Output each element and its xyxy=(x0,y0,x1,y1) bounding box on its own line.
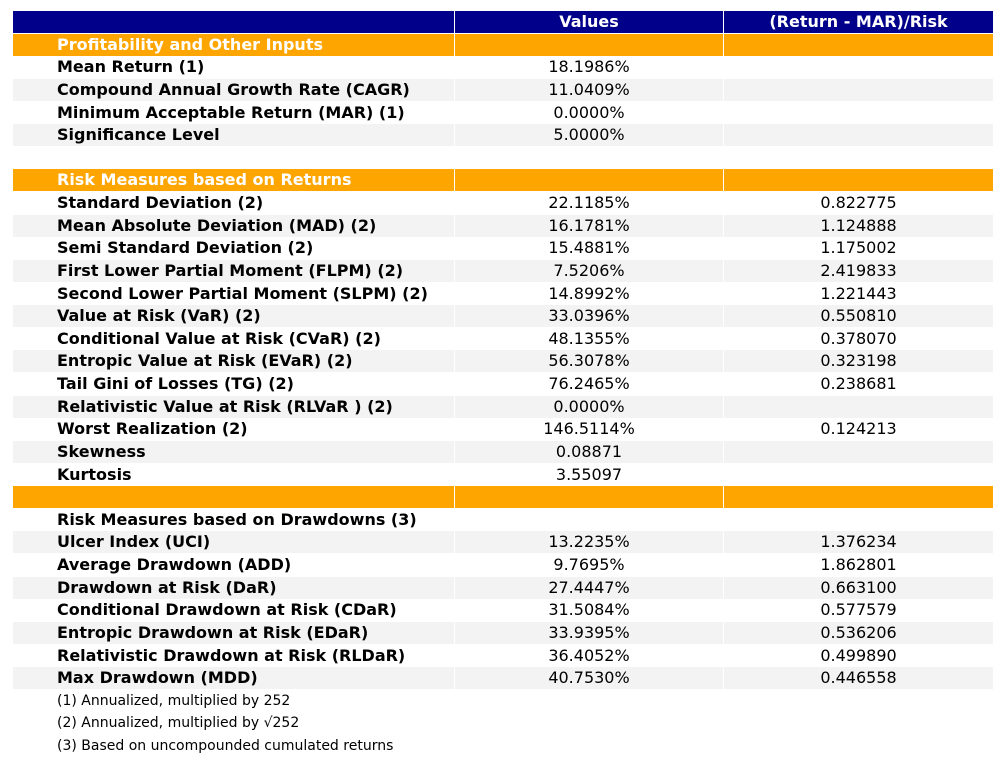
value-cell: 3.55097 xyxy=(455,463,724,487)
value-cell: 0.0000% xyxy=(455,101,724,125)
ratio-cell: 0.124213 xyxy=(724,418,994,442)
row-label xyxy=(13,146,455,170)
row-label: Compound Annual Growth Rate (CAGR) xyxy=(13,78,455,102)
value-cell: 27.4447% xyxy=(455,576,724,600)
ratio-cell xyxy=(724,146,994,170)
header-cell xyxy=(13,11,455,34)
ratio-cell xyxy=(724,56,994,80)
ratio-cell: 0.446558 xyxy=(724,667,994,691)
value-cell: 36.4052% xyxy=(455,644,724,668)
ratio-cell: 0.238681 xyxy=(724,373,994,397)
section-label: Risk Measures based on Returns xyxy=(13,169,455,193)
ratio-cell: 0.378070 xyxy=(724,327,994,351)
ratio-cell: 0.536206 xyxy=(724,622,994,645)
value-cell: 33.9395% xyxy=(455,622,724,645)
ratio-cell: 1.376234 xyxy=(724,531,994,555)
row-label: Mean Absolute Deviation (MAD) (2) xyxy=(13,214,455,238)
value-cell: 13.2235% xyxy=(455,531,724,555)
row-label: Value at Risk (VaR) (2) xyxy=(13,305,455,329)
ratio-cell: 0.323198 xyxy=(724,350,994,374)
ratio-cell: 0.663100 xyxy=(724,576,994,600)
value-cell: 18.1986% xyxy=(455,56,724,80)
ratio-cell: 0.550810 xyxy=(724,305,994,329)
ratio-cell: 1.175002 xyxy=(724,237,994,261)
ratio-cell xyxy=(724,440,994,464)
row-label: Max Drawdown (MDD) xyxy=(13,667,455,691)
ratio-cell xyxy=(724,395,994,419)
row-label: Average Drawdown (ADD) xyxy=(13,554,455,578)
footnote: (3) Based on uncompounded cumulated retu… xyxy=(57,737,394,754)
ratio-cell xyxy=(724,33,994,57)
value-cell: 76.2465% xyxy=(455,373,724,397)
row-label: Entropic Value at Risk (EVaR) (2) xyxy=(13,350,455,374)
ratio-cell xyxy=(724,101,994,125)
row-label: Risk Measures based on Drawdowns (3) xyxy=(13,508,455,532)
value-cell: 9.7695% xyxy=(455,554,724,578)
ratio-cell: 1.221443 xyxy=(724,282,994,306)
row-label: Mean Return (1) xyxy=(13,56,455,80)
value-cell: 146.5114% xyxy=(455,418,724,442)
row-label: Minimum Acceptable Return (MAR) (1) xyxy=(13,101,455,125)
value-cell: 48.1355% xyxy=(455,327,724,351)
row-label: Relativistic Value at Risk (RLVaR ) (2) xyxy=(13,395,455,419)
ratio-cell xyxy=(724,463,994,487)
value-cell xyxy=(455,146,724,170)
footnote: (1) Annualized, multiplied by 252 xyxy=(57,693,291,709)
footnote: (2) Annualized, multiplied by √252 xyxy=(57,715,300,732)
row-label: Conditional Drawdown at Risk (CDaR) xyxy=(13,599,455,623)
value-cell xyxy=(455,486,724,510)
value-cell xyxy=(455,508,724,532)
ratio-cell: 1.124888 xyxy=(724,214,994,238)
value-cell: 0.0000% xyxy=(455,395,724,419)
value-cell: 33.0396% xyxy=(455,305,724,329)
value-cell: 5.0000% xyxy=(455,124,724,148)
section-label: Profitability and Other Inputs xyxy=(13,33,455,57)
row-label: Semi Standard Deviation (2) xyxy=(13,237,455,261)
ratio-cell xyxy=(724,78,994,102)
value-cell: 56.3078% xyxy=(455,350,724,374)
row-label: Tail Gini of Losses (TG) (2) xyxy=(13,373,455,397)
row-label: Drawdown at Risk (DaR) xyxy=(13,576,455,600)
row-label: Worst Realization (2) xyxy=(13,418,455,442)
value-cell: 16.1781% xyxy=(455,214,724,238)
row-label: Skewness xyxy=(13,440,455,464)
section-label xyxy=(13,486,455,510)
row-label: First Lower Partial Moment (FLPM) (2) xyxy=(13,259,455,283)
ratio-cell xyxy=(724,169,994,193)
value-cell: 7.5206% xyxy=(455,259,724,283)
row-label: Entropic Drawdown at Risk (EDaR) xyxy=(13,622,455,645)
ratio-cell: 1.862801 xyxy=(724,554,994,578)
row-label: Standard Deviation (2) xyxy=(13,192,455,216)
value-cell: 0.08871 xyxy=(455,440,724,464)
ratio-cell: 0.577579 xyxy=(724,599,994,623)
value-cell: 22.1185% xyxy=(455,192,724,216)
value-cell: 11.0409% xyxy=(455,78,724,102)
header-cell: (Return - MAR)/Risk xyxy=(724,11,994,34)
row-label: Second Lower Partial Moment (SLPM) (2) xyxy=(13,282,455,306)
ratio-cell xyxy=(724,486,994,510)
ratio-cell: 0.499890 xyxy=(724,644,994,668)
header-cell: Values xyxy=(455,11,724,34)
ratio-cell xyxy=(724,508,994,532)
value-cell: 14.8992% xyxy=(455,282,724,306)
value-cell: 15.4881% xyxy=(455,237,724,261)
ratio-cell: 2.419833 xyxy=(724,259,994,283)
value-cell xyxy=(455,33,724,57)
row-label: Kurtosis xyxy=(13,463,455,487)
value-cell: 31.5084% xyxy=(455,599,724,623)
ratio-cell xyxy=(724,124,994,148)
row-label: Ulcer Index (UCI) xyxy=(13,531,455,555)
ratio-cell: 0.822775 xyxy=(724,192,994,216)
value-cell xyxy=(455,169,724,193)
value-cell: 40.7530% xyxy=(455,667,724,691)
row-label: Conditional Value at Risk (CVaR) (2) xyxy=(13,327,455,351)
row-label: Significance Level xyxy=(13,124,455,148)
row-label: Relativistic Drawdown at Risk (RLDaR) xyxy=(13,644,455,668)
